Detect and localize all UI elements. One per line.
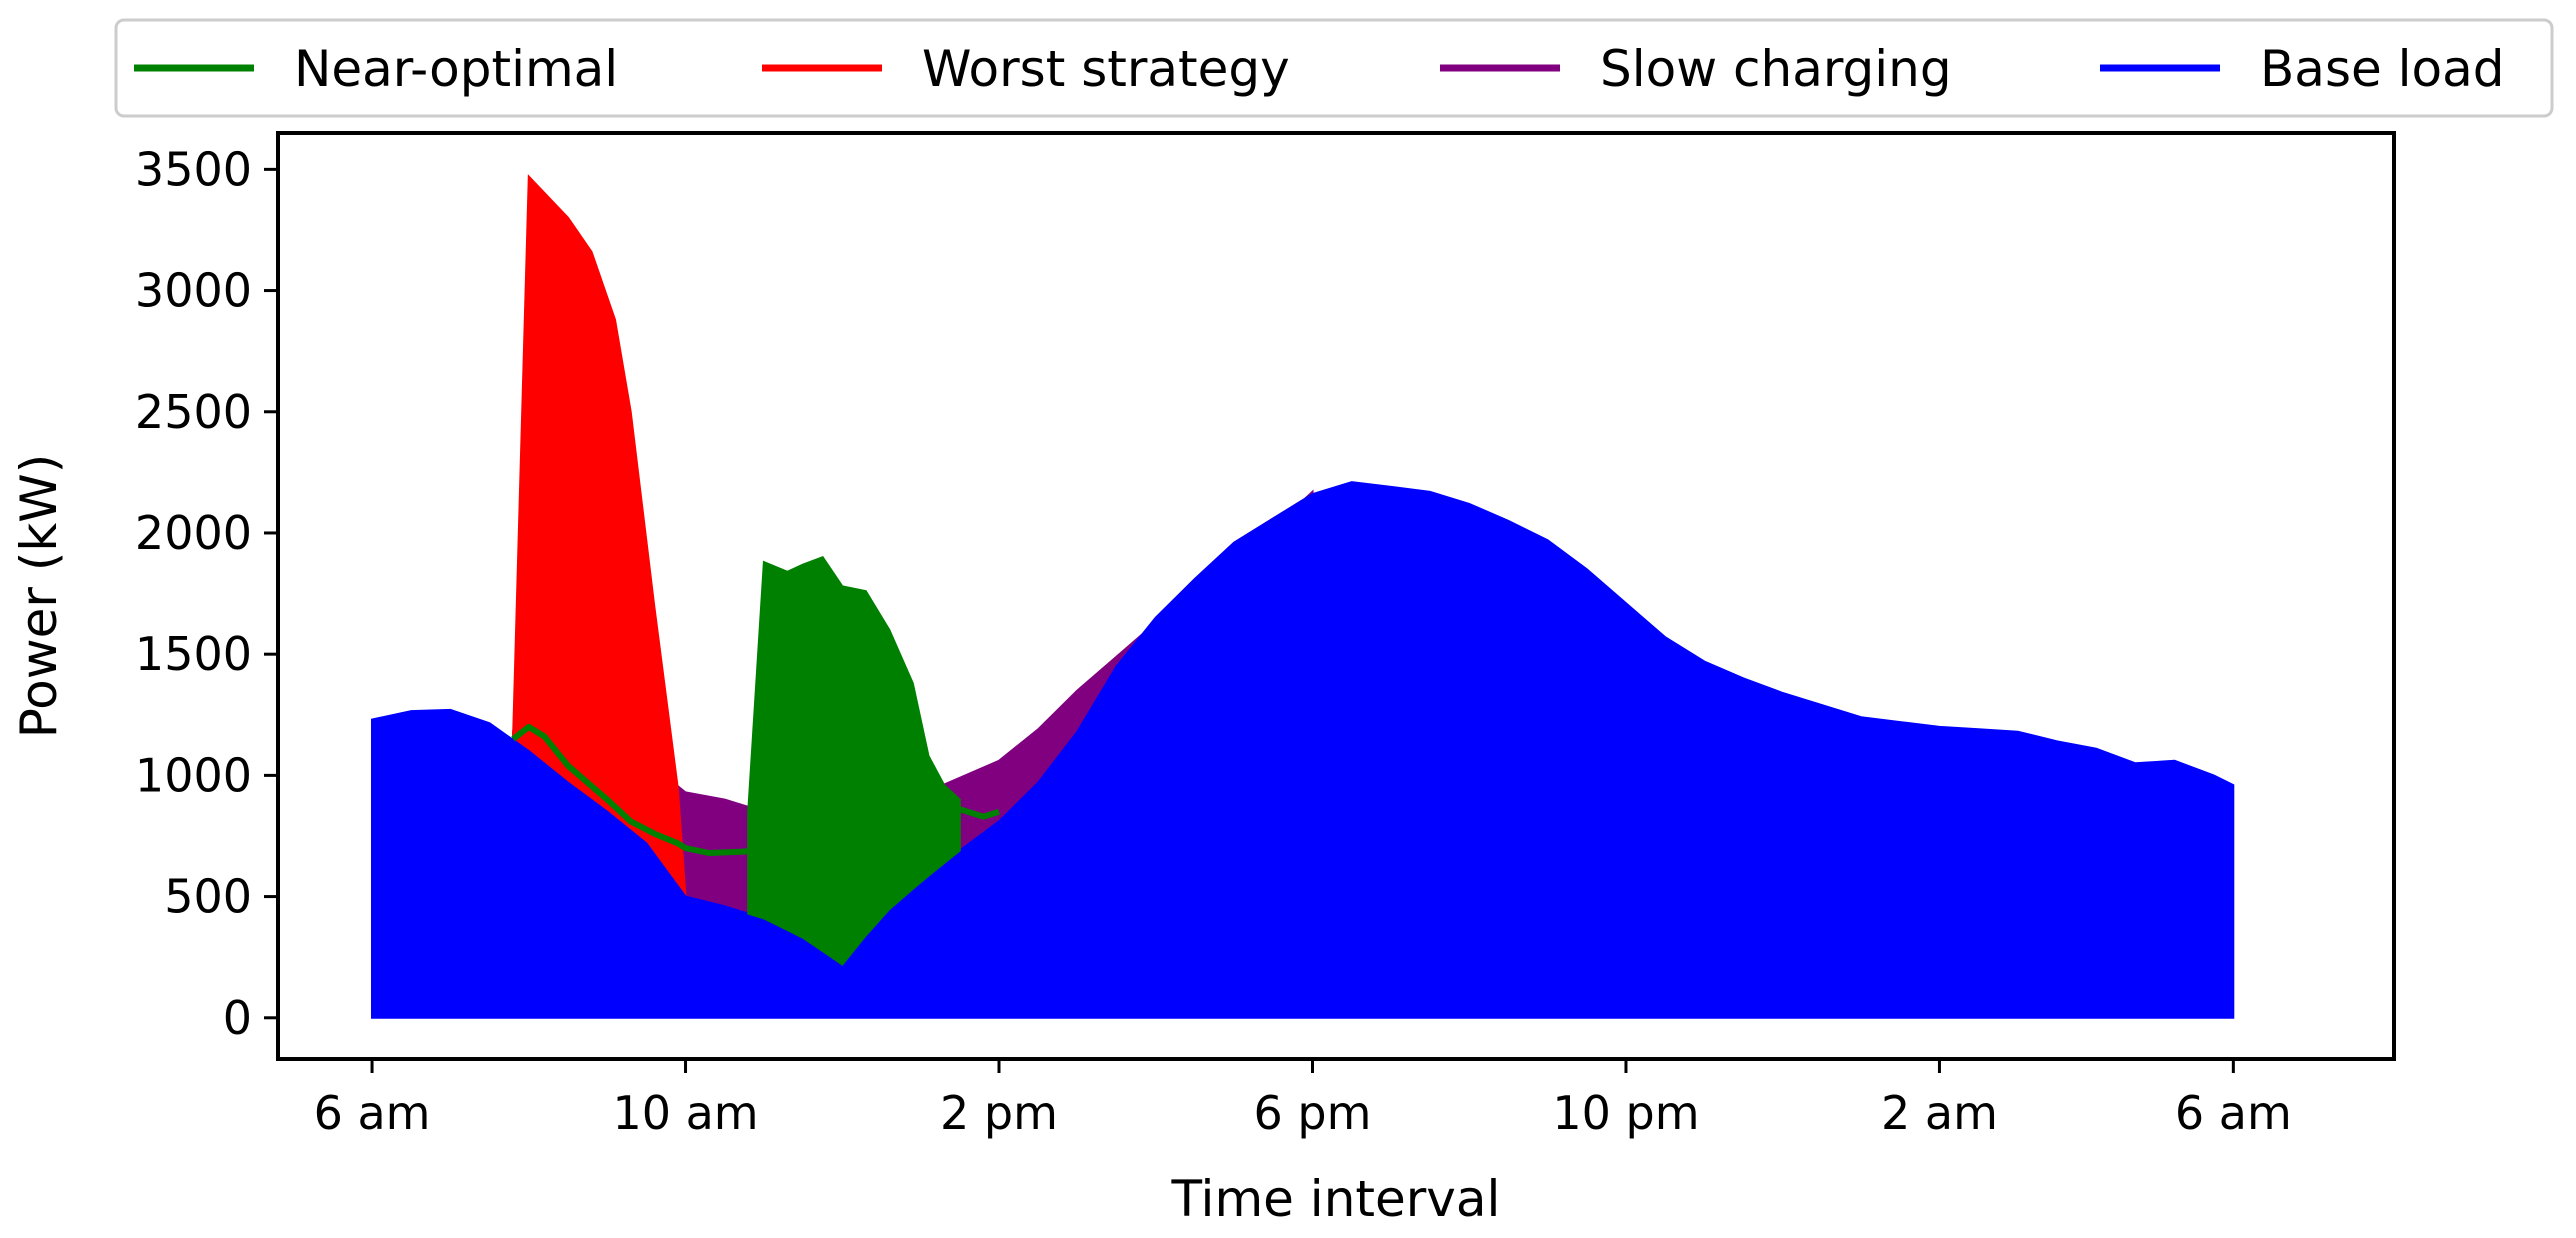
legend-label-near-optimal: Near-optimal <box>294 40 618 98</box>
x-tick-label: 6 am <box>314 1086 431 1140</box>
y-tick-label: 1000 <box>135 748 252 802</box>
y-tick-label: 3500 <box>135 142 252 196</box>
series-near-optimal-area <box>747 555 961 966</box>
series-near-optimal-line <box>511 723 771 856</box>
series-base-load-area <box>371 481 2235 1019</box>
legend-label-worst-strategy: Worst strategy <box>922 40 1290 98</box>
x-axis-label: Time interval <box>1171 1170 1501 1228</box>
legend-frame <box>114 18 2554 118</box>
legend-label-base-load: Base load <box>2260 40 2505 98</box>
plot-frame <box>276 131 2396 1061</box>
y-tick-label: 500 <box>164 870 252 924</box>
x-tick-label: 6 am <box>2175 1086 2292 1140</box>
x-tick-label: 10 am <box>612 1086 758 1140</box>
series-near-optimal-line-tail <box>934 785 1000 820</box>
x-axis: 6 am 10 am 2 pm 6 pm 10 pm 2 am 6 am <box>314 1059 2292 1140</box>
y-axis: 0 500 1000 1500 2000 2500 3000 3500 <box>135 142 278 1045</box>
legend-label-slow-charging: Slow charging <box>1600 40 1952 98</box>
y-tick-label: 1500 <box>135 627 252 681</box>
x-tick-label: 2 pm <box>940 1086 1058 1140</box>
x-tick-label: 2 am <box>1881 1086 1998 1140</box>
x-tick-label: 6 pm <box>1254 1086 1372 1140</box>
y-tick-label: 3000 <box>135 264 252 318</box>
y-axis-label: Power (kW) <box>10 454 68 738</box>
legend: Near-optimal Worst strategy Slow charging B… <box>114 18 2554 118</box>
y-tick-label: 0 <box>223 991 252 1045</box>
y-tick-label: 2500 <box>135 385 252 439</box>
plot-area <box>276 131 2396 1061</box>
y-tick-label: 2000 <box>135 506 252 560</box>
x-tick-label: 10 pm <box>1552 1086 1699 1140</box>
